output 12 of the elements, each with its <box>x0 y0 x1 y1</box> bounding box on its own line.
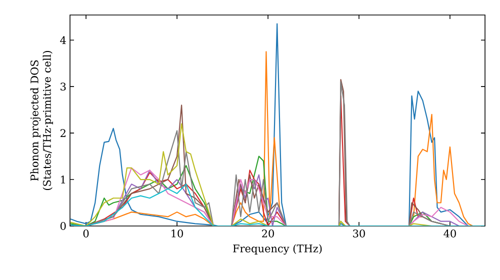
y-tick-label: 1 <box>61 176 65 184</box>
y-tick-label: 0 <box>60 222 66 230</box>
x-axis-title: Frequency (THz) <box>233 244 322 255</box>
x-tick-label: 30 <box>353 230 365 238</box>
y-axis-title: Phonon projected DOS (States/THz·primitive cell) <box>30 50 53 190</box>
x-tick-label: 40 <box>444 230 456 238</box>
x-tick-label: 10 <box>172 230 183 238</box>
y-tick-label: 3 <box>60 82 66 91</box>
y-tick-label: 4 <box>60 36 66 44</box>
y-tick-label: 2 <box>60 129 66 137</box>
x-tick-label: 20 <box>262 230 274 238</box>
x-tick-label: 0 <box>83 230 89 238</box>
